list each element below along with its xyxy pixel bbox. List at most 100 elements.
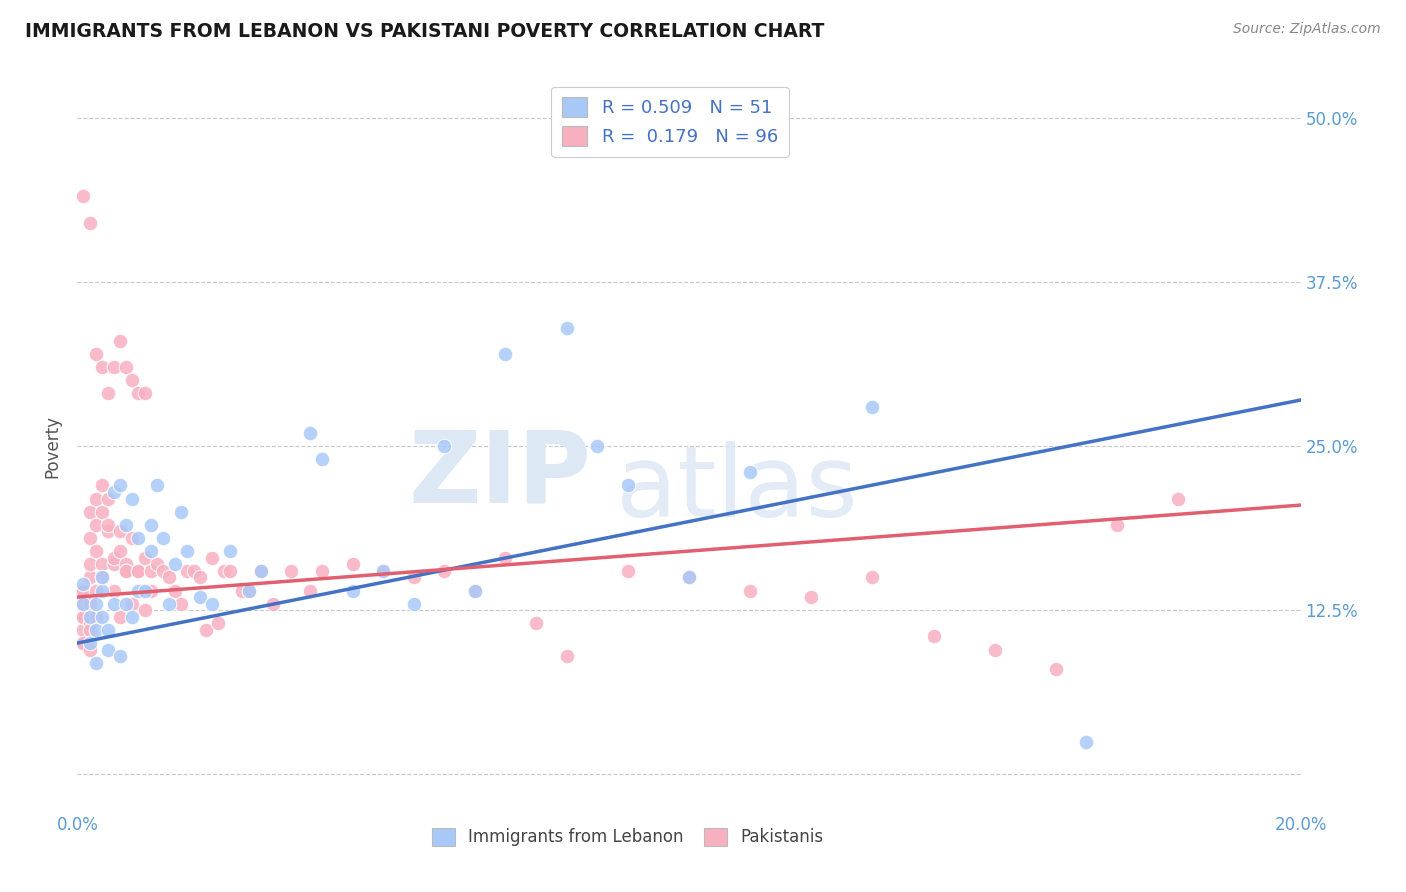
Point xyxy=(108,649,131,664)
Point xyxy=(84,517,107,532)
Y-axis label: Poverty: Poverty xyxy=(44,415,62,477)
Point xyxy=(90,478,112,492)
Point xyxy=(311,452,333,467)
Point xyxy=(207,616,229,631)
Point xyxy=(617,478,640,492)
Point xyxy=(555,649,578,664)
Point xyxy=(188,570,211,584)
Point xyxy=(84,597,107,611)
Point xyxy=(72,636,94,650)
Point xyxy=(97,524,120,539)
Point xyxy=(464,583,486,598)
Point xyxy=(238,583,260,598)
Point xyxy=(433,564,456,578)
Point xyxy=(371,564,394,578)
Point xyxy=(90,558,112,572)
Point xyxy=(115,558,138,572)
Point xyxy=(72,636,94,650)
Point xyxy=(79,570,101,584)
Point xyxy=(495,550,517,565)
Point xyxy=(146,478,169,492)
Point xyxy=(176,564,198,578)
Point xyxy=(72,609,94,624)
Point xyxy=(115,564,138,578)
Point xyxy=(72,597,94,611)
Point xyxy=(79,636,101,650)
Point xyxy=(79,609,101,624)
Point xyxy=(862,400,884,414)
Point xyxy=(84,609,107,624)
Point xyxy=(800,590,823,604)
Point xyxy=(121,609,143,624)
Point xyxy=(108,478,131,492)
Point xyxy=(280,564,302,578)
Point xyxy=(678,570,700,584)
Text: IMMIGRANTS FROM LEBANON VS PAKISTANI POVERTY CORRELATION CHART: IMMIGRANTS FROM LEBANON VS PAKISTANI POV… xyxy=(25,22,825,41)
Point xyxy=(250,564,273,578)
Point xyxy=(90,570,112,584)
Text: atlas: atlas xyxy=(616,441,858,538)
Point xyxy=(108,609,131,624)
Point xyxy=(1167,491,1189,506)
Point xyxy=(262,597,284,611)
Point xyxy=(984,642,1007,657)
Point xyxy=(139,583,162,598)
Point xyxy=(72,597,94,611)
Point xyxy=(72,590,94,604)
Point xyxy=(464,583,486,598)
Point xyxy=(84,583,107,598)
Point xyxy=(90,609,112,624)
Point xyxy=(79,616,101,631)
Point xyxy=(1076,734,1098,748)
Point xyxy=(108,544,131,558)
Point xyxy=(79,531,101,545)
Point xyxy=(103,597,125,611)
Point xyxy=(862,570,884,584)
Point xyxy=(79,623,101,637)
Point xyxy=(238,583,260,598)
Point xyxy=(170,505,193,519)
Point xyxy=(311,564,333,578)
Point xyxy=(555,320,578,334)
Text: ZIP: ZIP xyxy=(408,426,591,524)
Legend: Immigrants from Lebanon, Pakistanis: Immigrants from Lebanon, Pakistanis xyxy=(425,822,831,853)
Point xyxy=(134,603,156,617)
Point xyxy=(139,544,162,558)
Point xyxy=(586,439,609,453)
Point xyxy=(103,583,125,598)
Point xyxy=(97,517,120,532)
Point xyxy=(219,564,242,578)
Point xyxy=(617,564,640,578)
Point xyxy=(115,360,138,375)
Point xyxy=(152,531,174,545)
Point xyxy=(90,505,112,519)
Point xyxy=(127,564,149,578)
Point xyxy=(146,558,169,572)
Point xyxy=(127,564,149,578)
Point xyxy=(152,564,174,578)
Point xyxy=(127,583,149,598)
Point xyxy=(231,583,253,598)
Point xyxy=(103,550,125,565)
Point xyxy=(176,544,198,558)
Point xyxy=(922,630,945,644)
Point xyxy=(84,656,107,670)
Point xyxy=(524,616,547,631)
Point xyxy=(134,386,156,401)
Point xyxy=(342,558,364,572)
Point xyxy=(72,623,94,637)
Point xyxy=(201,597,224,611)
Point xyxy=(115,517,138,532)
Point xyxy=(97,491,120,506)
Point xyxy=(84,491,107,506)
Point xyxy=(298,425,321,440)
Point xyxy=(115,564,138,578)
Point xyxy=(495,347,517,361)
Point xyxy=(165,583,187,598)
Point xyxy=(115,597,138,611)
Point xyxy=(72,609,94,624)
Point xyxy=(121,373,143,387)
Point xyxy=(72,583,94,598)
Point xyxy=(134,550,156,565)
Point xyxy=(72,577,94,591)
